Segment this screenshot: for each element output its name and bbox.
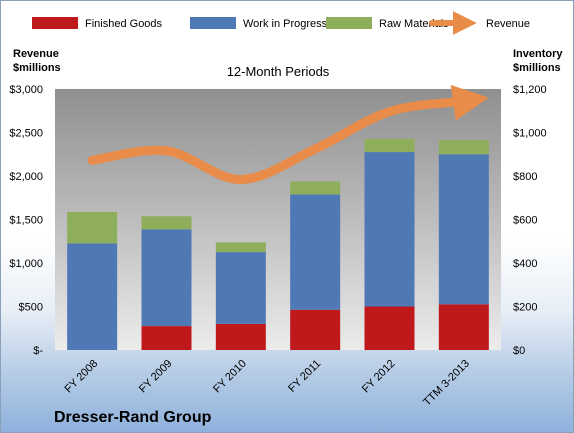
x-tick-label: FY 2009 xyxy=(137,358,175,396)
right-axis: $0 $200 $400 $600 $800 $1,000 $1,200 xyxy=(513,84,547,357)
bar-series-group xyxy=(67,139,489,350)
right-tick-label: $400 xyxy=(513,258,537,270)
bar-raw-materials-3 xyxy=(215,242,266,253)
bar-finished-goods-3 xyxy=(215,323,266,350)
bar-raw-materials-5 xyxy=(364,139,415,153)
x-axis: FY 2008 FY 2009 FY 2010 FY 2011 FY 2012 TTM 3… xyxy=(63,358,472,409)
legend-label-revenue: Revenue xyxy=(486,18,530,30)
right-tick-label: $1,200 xyxy=(513,84,547,96)
x-tick-label: FY 2010 xyxy=(211,358,249,396)
bar-work-in-progress-6 xyxy=(438,154,489,305)
right-axis-title-line2: $millions xyxy=(513,62,561,74)
right-tick-label: $800 xyxy=(513,171,537,183)
bar-finished-goods-5 xyxy=(364,306,415,350)
bar-work-in-progress-1 xyxy=(67,243,118,350)
bar-raw-materials-2 xyxy=(141,216,192,230)
bar-raw-materials-4 xyxy=(290,181,341,195)
right-axis-title-line1: Inventory xyxy=(513,48,563,60)
left-tick-label: $2,000 xyxy=(9,171,43,183)
left-tick-label: $1,500 xyxy=(9,215,43,227)
right-tick-label: $1,000 xyxy=(513,128,547,140)
right-tick-label: $200 xyxy=(513,302,537,314)
bar-finished-goods-2 xyxy=(141,326,192,350)
left-tick-label: $3,000 xyxy=(9,84,43,96)
legend-label-work-in-progress: Work in Progress xyxy=(243,18,328,30)
x-tick-label: FY 2008 xyxy=(63,358,101,396)
revenue-line xyxy=(87,84,489,184)
x-tick-label: FY 2011 xyxy=(286,358,323,395)
company-name: Dresser-Rand Group xyxy=(54,409,212,426)
left-tick-label: $- xyxy=(33,345,43,357)
left-axis-title-line2: $millions xyxy=(13,62,61,74)
legend-label-finished-goods: Finished Goods xyxy=(85,18,163,30)
bar-work-in-progress-3 xyxy=(215,252,266,324)
right-tick-label: $600 xyxy=(513,215,537,227)
bar-finished-goods-6 xyxy=(438,304,489,350)
bar-raw-materials-6 xyxy=(438,140,489,155)
legend: Finished Goods Work in Progress Raw Materi… xyxy=(32,11,530,35)
left-tick-label: $1,000 xyxy=(9,258,43,270)
bar-work-in-progress-5 xyxy=(364,152,415,307)
bar-work-in-progress-2 xyxy=(141,229,192,327)
plot-area xyxy=(55,89,501,350)
left-tick-label: $2,500 xyxy=(9,128,43,140)
right-tick-label: $0 xyxy=(513,345,525,357)
chart-subtitle: 12-Month Periods xyxy=(227,64,330,79)
legend-swatch-work-in-progress xyxy=(190,17,236,29)
left-tick-label: $500 xyxy=(19,302,43,314)
revenue-line-group xyxy=(87,84,489,184)
bar-finished-goods-4 xyxy=(290,309,341,350)
left-axis-title-line1: Revenue xyxy=(13,48,59,60)
bar-raw-materials-1 xyxy=(67,211,118,244)
legend-swatch-raw-materials xyxy=(326,17,372,29)
x-tick-label: TTM 3-2013 xyxy=(421,358,472,409)
legend-swatch-finished-goods xyxy=(32,17,78,29)
x-tick-label: FY 2012 xyxy=(360,358,398,396)
left-axis: $- $500 $1,000 $1,500 $2,000 $2,500 $3,000 xyxy=(9,84,43,357)
bar-work-in-progress-4 xyxy=(290,194,341,310)
